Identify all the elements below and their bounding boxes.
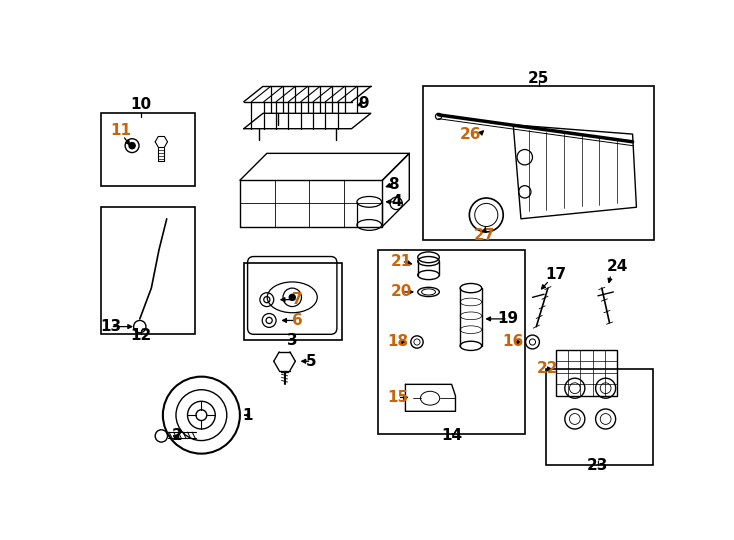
Text: 13: 13: [100, 319, 121, 334]
Text: 16: 16: [503, 334, 524, 349]
Bar: [556, 350, 617, 396]
Text: 7: 7: [292, 292, 303, 307]
Text: 10: 10: [131, 97, 152, 112]
Bar: [379, 249, 525, 434]
Text: 21: 21: [391, 254, 413, 268]
Bar: [101, 207, 195, 334]
Text: 9: 9: [357, 96, 368, 111]
Text: 23: 23: [587, 458, 608, 472]
Text: 17: 17: [545, 267, 566, 282]
Text: 5: 5: [306, 354, 317, 369]
Text: 24: 24: [606, 259, 628, 274]
Text: 11: 11: [110, 123, 131, 138]
Text: 2: 2: [171, 428, 182, 443]
Bar: [423, 86, 654, 240]
Bar: [545, 369, 653, 465]
Text: 8: 8: [388, 177, 399, 192]
Bar: [101, 112, 195, 186]
Text: 20: 20: [391, 285, 413, 300]
Circle shape: [129, 143, 135, 148]
Text: 18: 18: [387, 334, 408, 349]
Text: 26: 26: [460, 126, 482, 141]
Text: 14: 14: [441, 428, 462, 443]
Text: 4: 4: [391, 194, 401, 210]
Bar: [244, 264, 342, 340]
Text: 22: 22: [537, 361, 559, 376]
Text: 15: 15: [387, 390, 408, 405]
Text: 3: 3: [287, 333, 297, 348]
Text: 19: 19: [497, 312, 518, 326]
Text: 12: 12: [131, 328, 152, 343]
Text: 6: 6: [292, 313, 303, 328]
Circle shape: [289, 294, 295, 300]
Text: 25: 25: [528, 71, 549, 86]
Text: 27: 27: [474, 228, 495, 243]
Text: 1: 1: [242, 408, 252, 423]
